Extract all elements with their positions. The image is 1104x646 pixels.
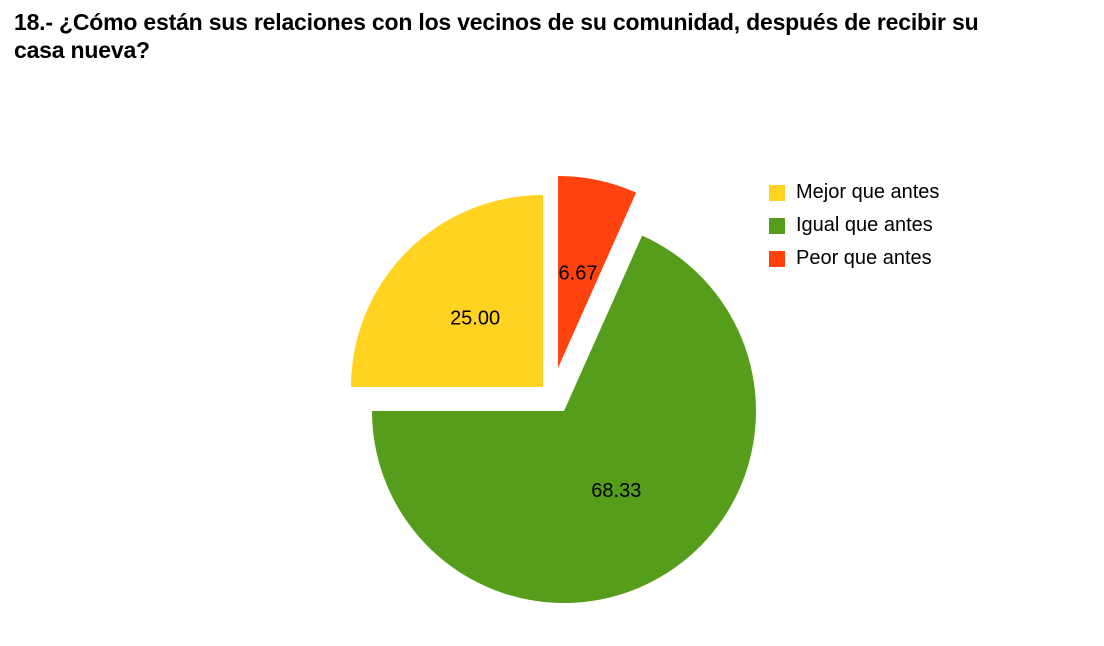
chart-title-line1: 18.- ¿Cómo están sus relaciones con los …	[14, 9, 979, 35]
legend-item-mejor: Mejor que antes	[769, 176, 939, 209]
legend-swatch-peor	[769, 250, 785, 267]
legend-label-peor: Peor que antes	[796, 247, 932, 269]
slice-value-label-1: 68.33	[591, 480, 641, 502]
legend-swatch-mejor	[769, 184, 785, 201]
pie-slice-1	[372, 235, 756, 604]
legend-item-peor: Peor que antes	[769, 242, 939, 275]
chart-title-line2: casa nueva?	[14, 37, 150, 63]
pie-slice-0	[351, 195, 543, 387]
legend: Mejor que antes Igual que antes Peor que…	[769, 176, 939, 275]
legend-swatch-igual	[769, 217, 785, 234]
slice-value-label-0: 25.00	[450, 307, 500, 329]
legend-item-igual: Igual que antes	[769, 209, 939, 242]
pie-slice-2	[558, 176, 637, 368]
legend-label-mejor: Mejor que antes	[796, 181, 940, 203]
legend-label-igual: Igual que antes	[796, 214, 933, 236]
slice-value-label-2: 6.67	[559, 262, 598, 284]
chart-title: 18.- ¿Cómo están sus relaciones con los …	[14, 8, 1096, 64]
